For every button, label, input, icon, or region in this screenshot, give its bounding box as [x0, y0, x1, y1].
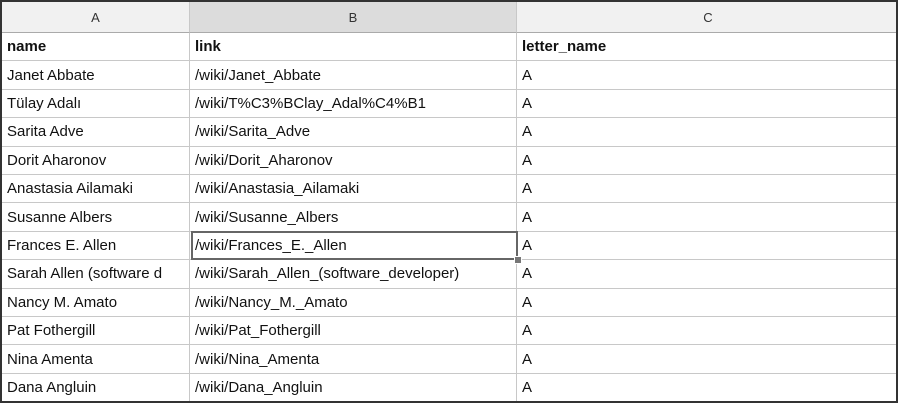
- cell[interactable]: /wiki/Frances_E._Allen: [190, 231, 517, 261]
- cell[interactable]: A: [517, 345, 896, 374]
- cell[interactable]: Susanne Albers: [2, 203, 190, 232]
- cell[interactable]: Sarita Adve: [2, 118, 190, 147]
- column-header[interactable]: C: [517, 2, 896, 33]
- cell[interactable]: A: [517, 61, 896, 90]
- cell[interactable]: A: [517, 203, 896, 232]
- cell[interactable]: Dorit Aharonov: [2, 146, 190, 175]
- cell[interactable]: Frances E. Allen: [2, 231, 190, 261]
- cell[interactable]: /wiki/Sarita_Adve: [190, 118, 517, 147]
- cell[interactable]: /wiki/Susanne_Albers: [190, 203, 517, 232]
- cell[interactable]: A: [517, 260, 896, 289]
- cell[interactable]: /wiki/Anastasia_Ailamaki: [190, 175, 517, 204]
- cell[interactable]: A: [517, 232, 896, 261]
- cell[interactable]: /wiki/Janet_Abbate: [190, 61, 517, 90]
- cell[interactable]: A: [517, 374, 896, 401]
- cell[interactable]: A: [517, 118, 896, 147]
- cell[interactable]: /wiki/Dana_Angluin: [190, 373, 517, 401]
- cell[interactable]: /wiki/Nancy_M._Amato: [190, 288, 517, 317]
- cell[interactable]: Tülay Adalı: [2, 89, 190, 119]
- cell[interactable]: /wiki/Pat_Fothergill: [190, 317, 517, 346]
- cell[interactable]: A: [517, 317, 896, 346]
- column-header[interactable]: A: [2, 2, 190, 33]
- header-cell[interactable]: link: [190, 33, 517, 62]
- cell[interactable]: Nina Amenta: [2, 345, 190, 374]
- cell[interactable]: A: [517, 90, 896, 119]
- cell[interactable]: A: [517, 289, 896, 317]
- cell[interactable]: Pat Fothergill: [2, 317, 190, 346]
- cell[interactable]: /wiki/Sarah_Allen_(software_developer): [190, 260, 517, 289]
- cell[interactable]: A: [517, 147, 896, 175]
- header-cell[interactable]: name: [2, 33, 190, 62]
- fill-handle[interactable]: [514, 256, 522, 265]
- header-cell[interactable]: letter_name: [517, 33, 896, 62]
- column-header[interactable]: B: [190, 2, 517, 33]
- cell[interactable]: A: [517, 175, 896, 204]
- cell[interactable]: Dana Angluin: [2, 373, 190, 401]
- cell[interactable]: Sarah Allen (software d: [2, 260, 190, 289]
- cell[interactable]: /wiki/Nina_Amenta: [190, 345, 517, 374]
- cell[interactable]: /wiki/T%C3%BClay_Adal%C4%B1: [190, 89, 517, 119]
- cell[interactable]: Nancy M. Amato: [2, 288, 190, 317]
- cell[interactable]: /wiki/Dorit_Aharonov: [190, 146, 517, 175]
- cell[interactable]: Anastasia Ailamaki: [2, 175, 190, 204]
- cell[interactable]: Janet Abbate: [2, 61, 190, 90]
